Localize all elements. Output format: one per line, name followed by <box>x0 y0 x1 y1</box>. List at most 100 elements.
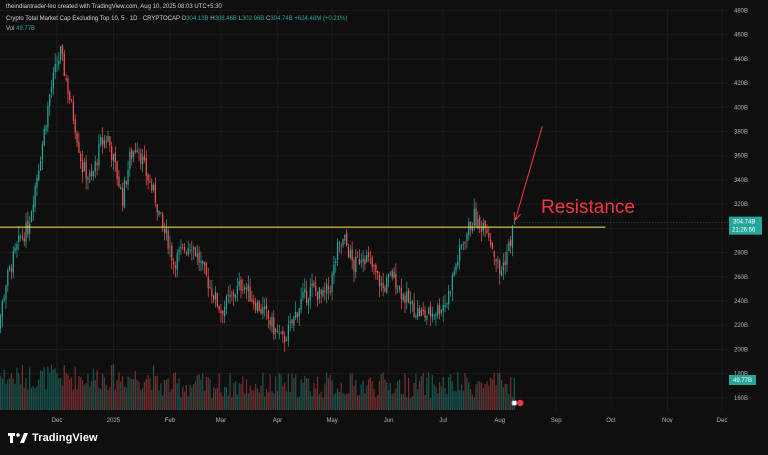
volume-bar <box>271 391 273 410</box>
candle-body <box>459 245 461 262</box>
candle-body <box>203 262 206 266</box>
volume-bar <box>145 379 147 410</box>
candle-body <box>154 184 157 203</box>
candle-body <box>273 317 275 335</box>
volume-bar <box>83 384 85 410</box>
volume-bar <box>10 373 13 410</box>
candle-body <box>251 299 253 302</box>
candle-body <box>418 308 421 316</box>
candle-body <box>495 258 497 262</box>
candle-body <box>85 161 87 179</box>
symbol-name[interactable]: Crypto Total Market Cap Excluding Top 10… <box>6 16 180 22</box>
tradingview-logo[interactable]: TradingView <box>8 432 98 444</box>
candle-body <box>371 257 373 267</box>
volume-bar <box>448 377 450 410</box>
candle-body <box>499 259 501 275</box>
candle-body <box>162 214 164 227</box>
volume-bar <box>442 377 444 410</box>
candle-body <box>327 286 330 290</box>
volume-bar <box>438 381 441 410</box>
candle-body <box>366 255 368 262</box>
resistance-annotation[interactable]: Resistance <box>513 125 635 222</box>
volume-bar <box>495 385 497 410</box>
volume-bar <box>191 387 193 410</box>
time-tick-label: Apr <box>273 418 282 424</box>
candle-body <box>0 315 2 329</box>
volume-bar <box>284 382 286 410</box>
candle-body <box>194 247 197 256</box>
volume-bar <box>344 394 346 410</box>
candle-body <box>380 283 382 286</box>
candle-body <box>253 300 255 305</box>
candle-body <box>287 324 290 341</box>
volume-bar <box>264 396 266 410</box>
candle-body <box>460 244 463 246</box>
volume-bar <box>136 379 138 410</box>
time-axis[interactable]: Dec 2025 Feb Mar Apr May Jun Jul Aug Sep Oct Nov Dec <box>52 418 728 424</box>
candle-body <box>141 156 144 165</box>
volume-bar <box>251 389 253 410</box>
volume-bar <box>513 377 515 410</box>
candle-body <box>431 313 433 317</box>
volume-bar <box>311 395 313 410</box>
candle-body <box>254 303 257 311</box>
candle-body <box>249 286 251 302</box>
price-tag-box <box>729 216 762 235</box>
price-tick-label: 440B <box>734 57 748 63</box>
candle-body <box>378 274 381 287</box>
candle-body <box>107 136 109 142</box>
volume-bar <box>499 372 501 410</box>
volume-bar <box>258 392 260 410</box>
candle-body <box>216 293 218 307</box>
volume-bar <box>141 387 144 410</box>
price-axis[interactable]: 480B460B440B420B400B380B360B340B320B300B… <box>729 0 768 425</box>
candle-body <box>213 295 215 300</box>
candle-body <box>320 289 322 295</box>
volume-bar <box>185 385 187 410</box>
volume-bar <box>267 392 269 410</box>
volume-bar <box>371 381 373 410</box>
volume-bar <box>440 386 443 410</box>
candle-body <box>7 270 9 286</box>
volume-bar <box>504 383 506 410</box>
volume-bar <box>473 397 475 410</box>
volume-legend: Vol 49.77B <box>6 26 35 32</box>
volume-bar <box>38 379 40 410</box>
volume-label: Vol <box>6 26 15 32</box>
candle-body <box>65 78 67 80</box>
candle-body <box>446 303 448 305</box>
volume-bar <box>404 373 406 410</box>
volume-bar <box>477 381 479 410</box>
volume-bar <box>220 392 222 410</box>
volume-bar <box>305 378 308 410</box>
candle-body <box>510 240 512 246</box>
volume-bar <box>260 385 262 410</box>
candle-body <box>132 151 135 157</box>
volume-bar <box>269 374 271 410</box>
volume-bar <box>198 374 200 410</box>
volume-bar <box>207 377 209 410</box>
candle-body <box>300 298 302 310</box>
volume-bar <box>96 370 98 410</box>
volume-bar <box>451 381 453 410</box>
candle-body <box>121 188 124 206</box>
event-markers[interactable] <box>511 399 524 407</box>
candle-body <box>355 256 357 273</box>
candle-body <box>258 301 260 312</box>
candle-body <box>90 170 93 177</box>
volume-bar <box>449 374 452 410</box>
volume-bar <box>336 388 339 410</box>
candle-body <box>413 302 415 318</box>
candle-body <box>466 233 468 242</box>
candle-body <box>63 53 65 77</box>
dividend-event-icon[interactable] <box>517 399 524 407</box>
volume-bar <box>313 382 315 410</box>
volume-bar <box>109 387 111 410</box>
volume-bar <box>291 373 293 410</box>
candle-body <box>331 273 333 292</box>
candle-body <box>3 297 5 301</box>
candle-body <box>409 301 412 305</box>
price-tick-label: 240B <box>734 299 748 305</box>
candle-body <box>285 340 288 342</box>
